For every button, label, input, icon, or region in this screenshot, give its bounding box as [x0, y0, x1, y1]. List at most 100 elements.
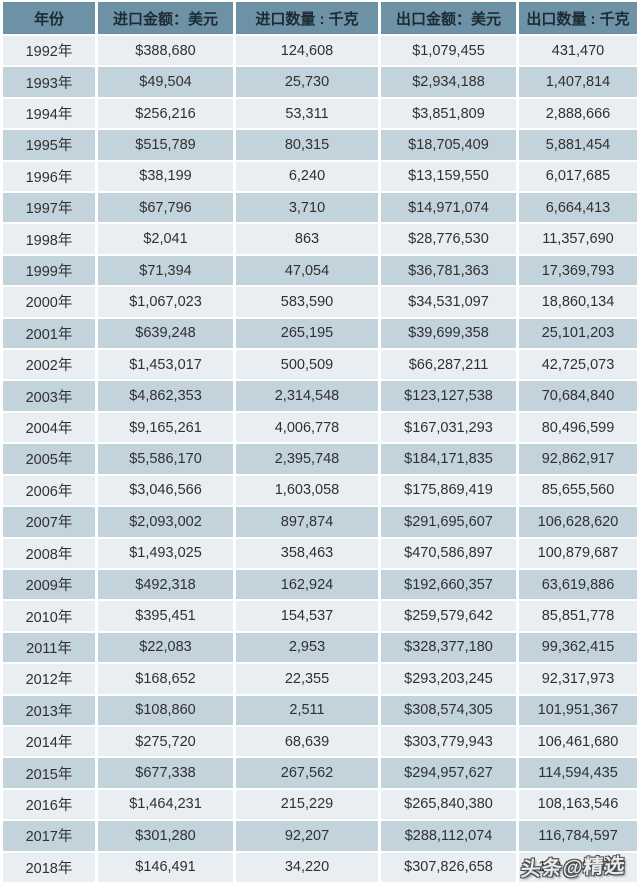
export-value-cell: $470,586,897 [381, 538, 516, 568]
export-value-cell: $36,781,363 [381, 255, 516, 286]
export-value-cell: $293,203,245 [381, 664, 516, 694]
import-quantity-cell: 358,463 [236, 538, 378, 568]
import-quantity-cell: 2,953 [236, 632, 378, 663]
table-row: 2006年 $3,046,566 1,603,058 $175,869,419 85,6… [3, 475, 637, 506]
export-value-cell: $259,579,642 [381, 601, 516, 631]
export-value-cell: $184,171,835 [381, 444, 516, 474]
export-quantity-cell: 18,860,134 [519, 287, 637, 317]
import-quantity-cell: 53,311 [236, 98, 378, 129]
table-row: 2011年 $22,083 2,953 $328,377,180 99,362,415 [3, 632, 637, 663]
export-quantity-cell: 112,703,088 [519, 852, 637, 882]
import-value-cell: $1,067,023 [98, 287, 233, 317]
table-row: 2012年 $168,652 22,355 $293,203,245 92,317,97… [3, 664, 637, 694]
import-quantity-cell: 6,240 [236, 161, 378, 192]
import-value-cell: $108,860 [98, 695, 233, 725]
year-cell: 1992年 [3, 36, 95, 66]
year-cell: 2014年 [3, 726, 95, 757]
import-value-cell: $4,862,353 [98, 381, 233, 411]
export-quantity-cell: 99,362,415 [519, 632, 637, 663]
table-row: 2007年 $2,093,002 897,874 $291,695,607 106,62… [3, 507, 637, 537]
export-value-cell: $192,660,357 [381, 569, 516, 600]
table-row: 2002年 $1,453,017 500,509 $66,287,211 42,725,… [3, 350, 637, 380]
table-row: 2017年 $301,280 92,207 $288,112,074 116,784,5… [3, 821, 637, 851]
export-value-cell: $39,699,358 [381, 318, 516, 349]
table-header: 年份 进口金额：美元 进口数量 : 千克 出口金额：美元 出口数量 : 千克 [3, 2, 637, 34]
table-row: 2001年 $639,248 265,195 $39,699,358 25,101,20… [3, 318, 637, 349]
year-cell: 2018年 [3, 852, 95, 882]
import-value-cell: $2,041 [98, 224, 233, 254]
export-quantity-cell: 17,369,793 [519, 255, 637, 286]
import-quantity-cell: 34,220 [236, 852, 378, 882]
table-row: 2000年 $1,067,023 583,590 $34,531,097 18,860,… [3, 287, 637, 317]
year-cell: 2009年 [3, 569, 95, 600]
import-quantity-cell: 3,710 [236, 193, 378, 223]
import-value-cell: $146,491 [98, 852, 233, 882]
export-quantity-cell: 106,628,620 [519, 507, 637, 537]
export-value-cell: $291,695,607 [381, 507, 516, 537]
import-quantity-cell: 215,229 [236, 789, 378, 820]
import-quantity-cell: 92,207 [236, 821, 378, 851]
year-cell: 2016年 [3, 789, 95, 820]
import-value-cell: $395,451 [98, 601, 233, 631]
export-value-cell: $288,112,074 [381, 821, 516, 851]
import-quantity-cell: 124,608 [236, 36, 378, 66]
import-quantity-cell: 500,509 [236, 350, 378, 380]
import-value-cell: $9,165,261 [98, 412, 233, 443]
import-quantity-cell: 2,395,748 [236, 444, 378, 474]
year-cell: 2013年 [3, 695, 95, 725]
export-quantity-cell: 63,619,886 [519, 569, 637, 600]
import-value-cell: $1,453,017 [98, 350, 233, 380]
column-header-export-quantity: 出口数量 : 千克 [519, 2, 637, 34]
import-value-cell: $639,248 [98, 318, 233, 349]
import-value-cell: $388,680 [98, 36, 233, 66]
table-body: 1992年 $388,680 124,608 $1,079,455 431,470 199… [3, 36, 637, 882]
export-quantity-cell: 1,407,814 [519, 67, 637, 97]
import-value-cell: $168,652 [98, 664, 233, 694]
export-quantity-cell: 2,888,666 [519, 98, 637, 129]
table-row: 2016年 $1,464,231 215,229 $265,840,380 108,16… [3, 789, 637, 820]
import-value-cell: $677,338 [98, 758, 233, 788]
export-quantity-cell: 108,163,546 [519, 789, 637, 820]
year-cell: 2000年 [3, 287, 95, 317]
table-row: 2009年 $492,318 162,924 $192,660,357 63,619,8… [3, 569, 637, 600]
table-row: 2005年 $5,586,170 2,395,748 $184,171,835 92,8… [3, 444, 637, 474]
table-row: 2003年 $4,862,353 2,314,548 $123,127,538 70,6… [3, 381, 637, 411]
column-header-import-quantity: 进口数量 : 千克 [236, 2, 378, 34]
export-value-cell: $18,705,409 [381, 130, 516, 160]
year-cell: 2002年 [3, 350, 95, 380]
export-quantity-cell: 5,881,454 [519, 130, 637, 160]
import-quantity-cell: 22,355 [236, 664, 378, 694]
export-quantity-cell: 431,470 [519, 36, 637, 66]
export-value-cell: $167,031,293 [381, 412, 516, 443]
export-quantity-cell: 114,594,435 [519, 758, 637, 788]
header-row: 年份 进口金额：美元 进口数量 : 千克 出口金额：美元 出口数量 : 千克 [3, 2, 637, 34]
import-quantity-cell: 25,730 [236, 67, 378, 97]
table-row: 1993年 $49,504 25,730 $2,934,188 1,407,814 [3, 67, 637, 97]
table-row: 2015年 $677,338 267,562 $294,957,627 114,594,… [3, 758, 637, 788]
import-value-cell: $515,789 [98, 130, 233, 160]
year-cell: 1999年 [3, 255, 95, 286]
import-quantity-cell: 2,511 [236, 695, 378, 725]
import-quantity-cell: 154,537 [236, 601, 378, 631]
import-quantity-cell: 80,315 [236, 130, 378, 160]
year-cell: 2011年 [3, 632, 95, 663]
table-row: 2008年 $1,493,025 358,463 $470,586,897 100,87… [3, 538, 637, 568]
import-quantity-cell: 47,054 [236, 255, 378, 286]
export-quantity-cell: 80,496,599 [519, 412, 637, 443]
import-value-cell: $256,216 [98, 98, 233, 129]
year-cell: 2005年 [3, 444, 95, 474]
table-row: 1992年 $388,680 124,608 $1,079,455 431,470 [3, 36, 637, 66]
year-cell: 2017年 [3, 821, 95, 851]
export-quantity-cell: 116,784,597 [519, 821, 637, 851]
export-value-cell: $294,957,627 [381, 758, 516, 788]
export-quantity-cell: 92,862,917 [519, 444, 637, 474]
table-row: 1997年 $67,796 3,710 $14,971,074 6,664,413 [3, 193, 637, 223]
year-cell: 2012年 [3, 664, 95, 694]
table-row: 1996年 $38,199 6,240 $13,159,550 6,017,685 [3, 161, 637, 192]
import-quantity-cell: 68,639 [236, 726, 378, 757]
import-quantity-cell: 2,314,548 [236, 381, 378, 411]
table-row: 1999年 $71,394 47,054 $36,781,363 17,369,793 [3, 255, 637, 286]
year-cell: 2015年 [3, 758, 95, 788]
export-value-cell: $66,287,211 [381, 350, 516, 380]
import-quantity-cell: 4,006,778 [236, 412, 378, 443]
